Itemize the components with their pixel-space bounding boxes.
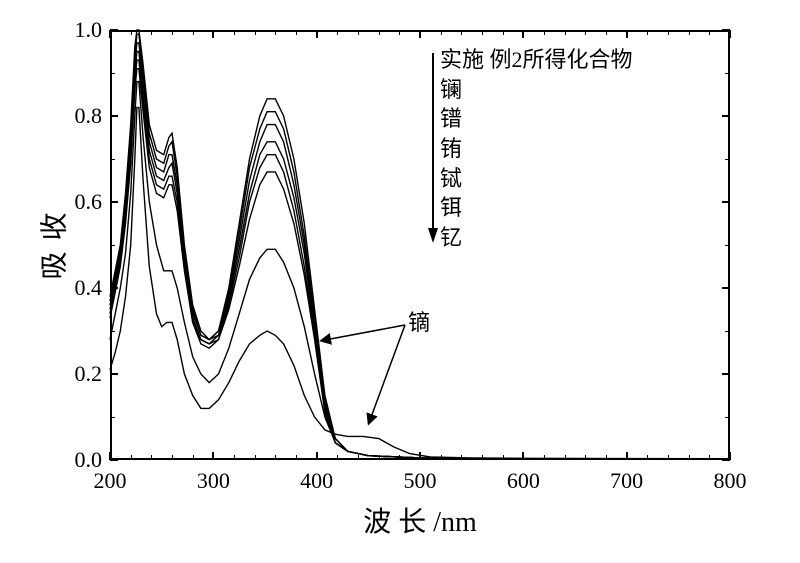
absorption-chart: 吸 收 波 长 /nm 实施 例2所得化合物 镧 镨 铕 铽 铒 钇 镝 200…	[0, 0, 800, 563]
legend-item-la: 镧	[440, 75, 633, 105]
series-Y	[110, 82, 730, 460]
series-compound-ex2	[110, 30, 730, 459]
series-Tb	[110, 60, 730, 459]
series-Eu	[110, 52, 730, 460]
y-axis-label: 吸 收	[33, 210, 73, 279]
series-Pr	[110, 43, 730, 459]
x-axis-label: 波 长 /nm	[363, 500, 477, 540]
legend-arrow-icon	[425, 48, 445, 248]
legend-item-er: 铒	[440, 193, 633, 223]
series-La	[110, 34, 730, 459]
callout-dy-label: 镝	[408, 305, 430, 337]
legend-item-y: 钇	[440, 223, 633, 253]
series-Er	[110, 69, 730, 459]
legend-title: 实施 例2所得化合物	[440, 45, 633, 75]
legend-item-eu: 铕	[440, 134, 633, 164]
legend: 实施 例2所得化合物 镧 镨 铕 铽 铒 钇	[440, 45, 633, 253]
callout-dy-arrow-icon	[310, 320, 410, 440]
curves-svg	[110, 30, 730, 460]
legend-item-tb: 铽	[440, 164, 633, 194]
series-Dy	[110, 107, 730, 458]
legend-item-pr: 镨	[440, 104, 633, 134]
